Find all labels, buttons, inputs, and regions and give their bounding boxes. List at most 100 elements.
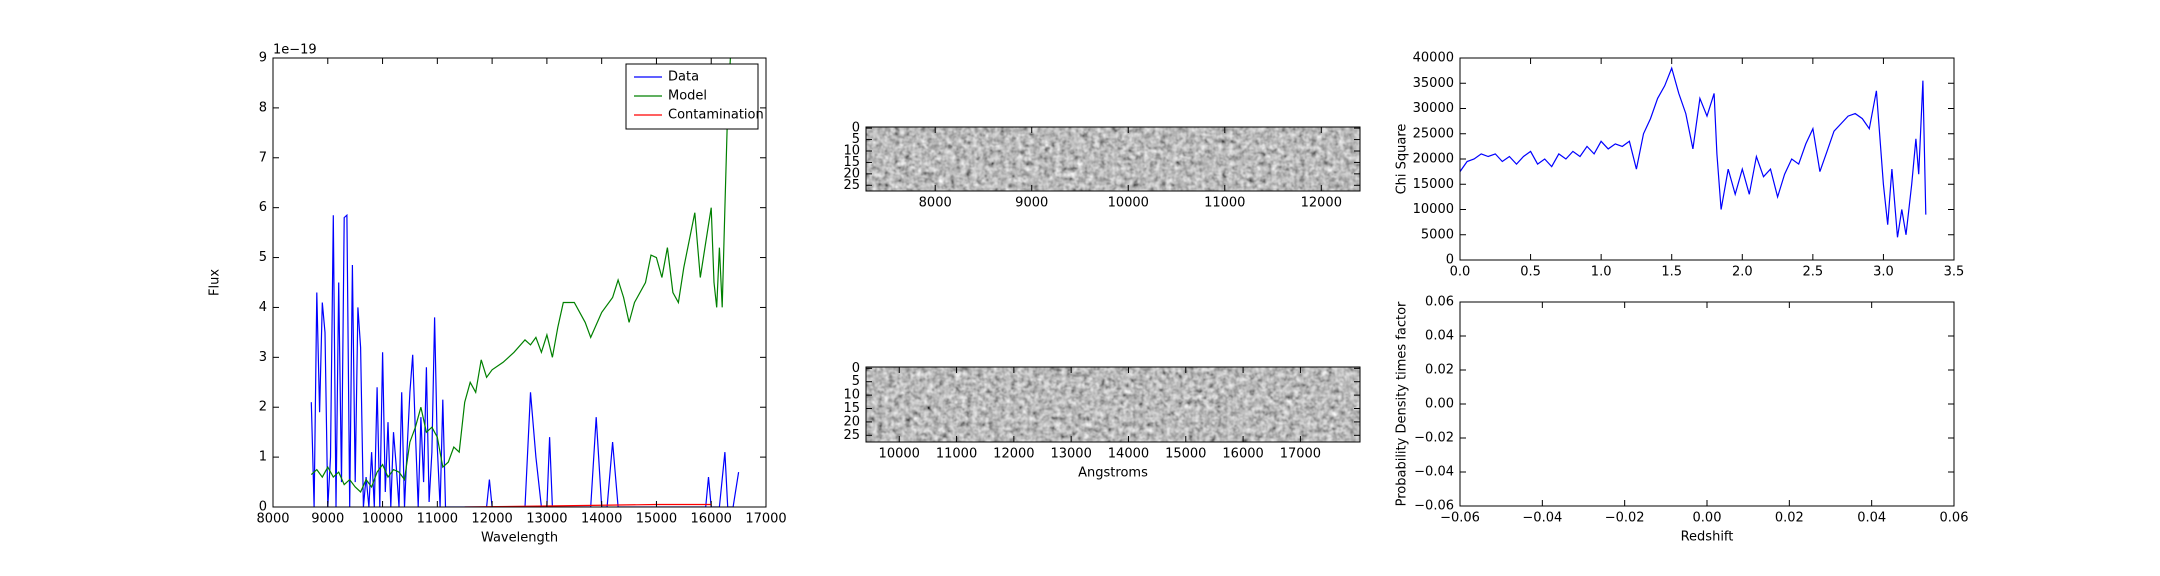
y-tick-label: 20 bbox=[843, 414, 860, 429]
y-tick-label: 15000 bbox=[1413, 177, 1454, 192]
x-tick-label: 17000 bbox=[745, 512, 786, 527]
y-tick-label: 25 bbox=[843, 428, 860, 443]
x-tick-label: 16000 bbox=[1222, 447, 1263, 462]
y-tick-label: 0.02 bbox=[1425, 363, 1454, 378]
y-tick-label: 25000 bbox=[1413, 126, 1454, 141]
axes-frame bbox=[865, 126, 1361, 192]
y-tick-label: −0.02 bbox=[1414, 431, 1454, 446]
panel: −0.06 −0.04 −0.02 0.00 0.02 0.04 0.06 −0.06 −0.0… bbox=[1395, 295, 1969, 545]
x-tick-label: 16000 bbox=[691, 512, 732, 527]
x-tick-label: 14000 bbox=[581, 512, 622, 527]
y-tick-label: 9 bbox=[259, 51, 267, 66]
x-tick-label: 3.5 bbox=[1944, 265, 1965, 280]
x-tick-label: 1.0 bbox=[1591, 265, 1612, 280]
y-tick-label: 5000 bbox=[1421, 227, 1454, 242]
y-tick-label: 10 bbox=[843, 144, 860, 159]
y-tick-label: 15 bbox=[843, 155, 860, 170]
y-tick-label: 5 bbox=[852, 374, 860, 389]
x-tick-label: 13000 bbox=[526, 512, 567, 527]
x-tick-label: 10000 bbox=[1108, 196, 1149, 211]
y-tick-label: 5 bbox=[852, 132, 860, 147]
x-tick-label: 9000 bbox=[1015, 196, 1048, 211]
x-tick-label: 14000 bbox=[1108, 447, 1149, 462]
y-tick-label: 0.00 bbox=[1425, 397, 1454, 412]
axes-frame bbox=[1459, 57, 1955, 261]
x-axis-label: Angstroms bbox=[1078, 466, 1148, 481]
x-tick-label: 1.5 bbox=[1661, 265, 1682, 280]
x-tick-label: 2.5 bbox=[1803, 265, 1824, 280]
x-tick-label: 3.0 bbox=[1873, 265, 1894, 280]
y-axis-label: Probability Density times factor bbox=[1395, 301, 1410, 506]
x-tick-label: 17000 bbox=[1280, 447, 1321, 462]
legend-label: Data bbox=[668, 70, 699, 85]
x-tick-label: 10000 bbox=[879, 447, 920, 462]
axes-frame bbox=[865, 366, 1361, 443]
x-tick-label: 11000 bbox=[1204, 196, 1245, 211]
y-tick-label: 3 bbox=[259, 350, 267, 365]
y-axis-label: Flux bbox=[208, 269, 223, 296]
y-tick-label: 6 bbox=[259, 200, 267, 215]
legend-label: Model bbox=[668, 89, 707, 104]
y-tick-label: 5 bbox=[259, 250, 267, 265]
x-tick-label: 0.02 bbox=[1775, 511, 1804, 526]
x-tick-label: 12000 bbox=[471, 512, 512, 527]
x-axis-label: Wavelength bbox=[481, 531, 558, 546]
spectrum-image bbox=[866, 127, 1360, 191]
y-tick-label: 25 bbox=[843, 178, 860, 193]
x-tick-label: 8000 bbox=[919, 196, 952, 211]
y-tick-label: −0.04 bbox=[1414, 465, 1454, 480]
y-tick-label: 0 bbox=[852, 121, 860, 136]
y-tick-label: 1 bbox=[259, 450, 267, 465]
series-line bbox=[310, 58, 731, 494]
x-tick-label: 15000 bbox=[1165, 447, 1206, 462]
x-axis-label: Redshift bbox=[1681, 530, 1734, 545]
x-tick-label: 13000 bbox=[1050, 447, 1091, 462]
y-axis-label: Chi Square bbox=[1395, 124, 1410, 195]
y-tick-label: 20 bbox=[843, 166, 860, 181]
spectrum-image bbox=[866, 367, 1360, 442]
y-tick-label: 0 bbox=[1446, 253, 1454, 268]
x-tick-label: −0.02 bbox=[1605, 511, 1645, 526]
x-tick-label: 15000 bbox=[636, 512, 677, 527]
x-tick-label: 12000 bbox=[993, 447, 1034, 462]
x-tick-label: 11000 bbox=[417, 512, 458, 527]
x-tick-label: 8000 bbox=[256, 512, 289, 527]
y-tick-label: 2 bbox=[259, 400, 267, 415]
x-tick-label: 0.00 bbox=[1693, 511, 1722, 526]
y-tick-label: 0 bbox=[259, 500, 267, 515]
y-tick-label: 15 bbox=[843, 401, 860, 416]
y-tick-label: 4 bbox=[259, 300, 267, 315]
y-tick-label: 30000 bbox=[1413, 101, 1454, 116]
x-tick-label: 0.5 bbox=[1520, 265, 1541, 280]
x-tick-label: 12000 bbox=[1301, 196, 1342, 211]
y-offset-label: 1e−19 bbox=[273, 43, 317, 58]
series-line bbox=[1460, 66, 1927, 238]
x-tick-label: 2.0 bbox=[1732, 265, 1753, 280]
series-line bbox=[310, 213, 740, 507]
panel: 8000 9000 10000 11000 12000 13000 14000 15000 16… bbox=[208, 43, 787, 546]
y-tick-label: 0.04 bbox=[1425, 329, 1454, 344]
x-tick-label: 9000 bbox=[311, 512, 344, 527]
panel: 0.0 0.5 1.0 1.5 2.0 2.5 3.0 3.5 0 5000 10000 15000 2… bbox=[1395, 51, 1965, 280]
y-tick-label: 10000 bbox=[1413, 202, 1454, 217]
x-tick-label: 0.04 bbox=[1857, 511, 1886, 526]
panel: 10000 11000 12000 13000 14000 15000 16000 17000… bbox=[843, 361, 1361, 481]
y-tick-label: 0.06 bbox=[1425, 295, 1454, 310]
y-tick-label: 7 bbox=[259, 150, 267, 165]
y-tick-label: 40000 bbox=[1413, 51, 1454, 66]
y-tick-label: 8 bbox=[259, 100, 267, 115]
x-tick-label: 11000 bbox=[936, 447, 977, 462]
y-tick-label: 10 bbox=[843, 388, 860, 403]
y-tick-label: −0.06 bbox=[1414, 499, 1454, 514]
x-tick-label: −0.06 bbox=[1440, 511, 1480, 526]
x-tick-label: −0.04 bbox=[1522, 511, 1562, 526]
y-tick-label: 0 bbox=[852, 361, 860, 376]
x-tick-label: 0.0 bbox=[1450, 265, 1471, 280]
y-tick-label: 20000 bbox=[1413, 152, 1454, 167]
legend-label: Contamination bbox=[668, 108, 764, 123]
y-tick-label: 35000 bbox=[1413, 76, 1454, 91]
axes-frame bbox=[1459, 301, 1955, 507]
